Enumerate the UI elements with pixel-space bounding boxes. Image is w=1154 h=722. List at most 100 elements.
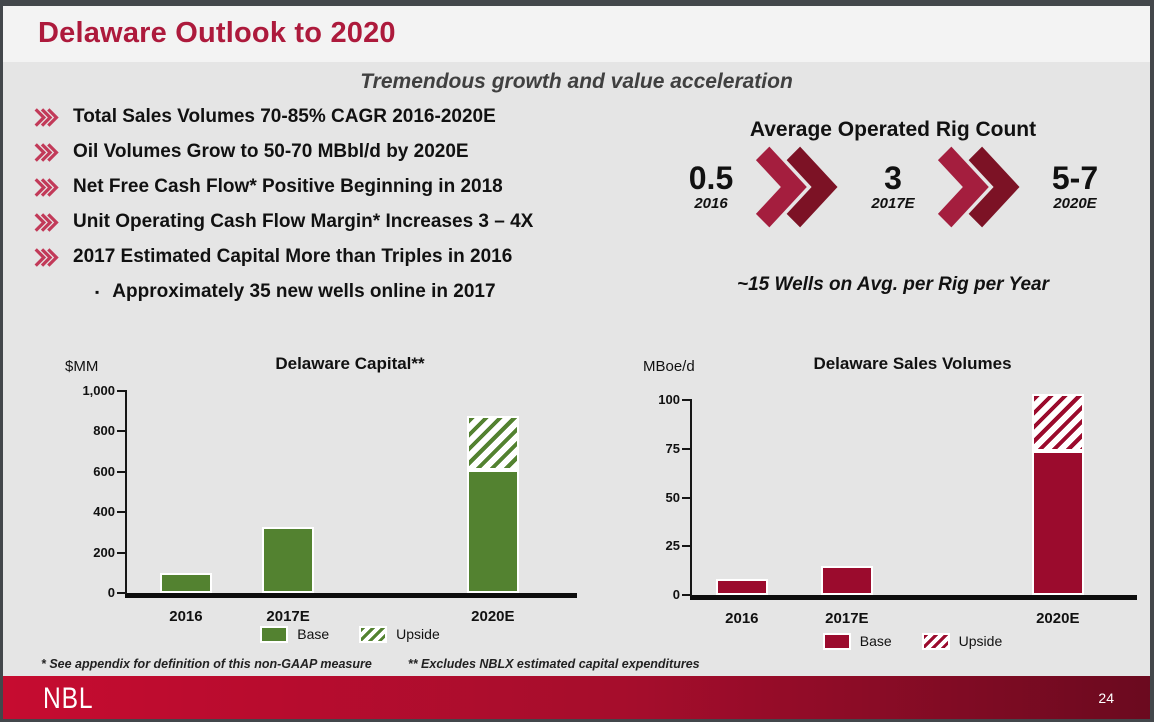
base-bar-segment [715,579,768,595]
y-tick-mark [682,594,692,596]
y-tick-mark [117,390,127,392]
sales-chart-plot: 0 25 50 75 100 2016 2017E 2020E [658,392,1137,627]
footnote-1: * See appendix for definition of this no… [41,657,372,671]
rig-label: 2020E [1053,195,1097,213]
y-tick-label: 50 [665,489,680,505]
legend-upside-label: Upside [396,626,440,642]
sub-bullet-text: Approximately 35 new wells online in 201… [112,281,496,302]
bullet-item: Unit Operating Cash Flow Margin* Increas… [33,211,653,233]
legend-base-swatch [260,625,289,643]
x-axis [125,593,577,598]
y-tick-label: 1,000 [82,383,115,398]
capital-chart-title: Delaware Capital** [275,354,425,373]
sales-chart-title: Delaware Sales Volumes [813,354,1012,373]
rig-label: 2017E [871,195,915,213]
slide-subtitle: Tremendous growth and value acceleration [360,70,793,93]
y-tick-label: 75 [665,440,680,456]
base-bar-segment [159,572,212,593]
y-tick-label: 25 [665,538,680,554]
y-tick-mark [117,430,127,433]
y-tick-mark [117,551,127,554]
x-category-label: 2020E [1036,610,1080,627]
square-bullet-icon: ▪ [95,285,100,299]
rig-stage-2017e: 3 2017E [862,159,924,213]
y-tick-label: 100 [658,392,680,407]
bullet-item: Total Sales Volumes 70-85% CAGR 2016-202… [33,106,653,128]
capital-chart-plot: 0 200 400 600 800 1,000 2016 2017E 2020E [82,383,577,625]
legend-upside-swatch [359,625,388,643]
x-axis [690,595,1137,600]
rig-value: 5-7 [1051,159,1099,196]
rig-count-row: 0.5 2016 3 2017E 5-7 2020E [648,146,1138,228]
base-bar-segment [820,565,873,595]
bullet-text: 2017 Estimated Capital More than Triples… [73,246,513,267]
legend-upside: Upside [359,625,440,643]
y-tick-label: 0 [107,585,115,600]
page-title: Delaware Outlook to 2020 [38,17,396,49]
rig-value: 3 [884,159,902,196]
legend-upside: Upside [921,632,1003,650]
base-bar-segment [262,527,315,593]
footer-bar [3,676,1150,719]
bullet-item: 2017 Estimated Capital More than Triples… [33,246,653,268]
legend-upside-swatch [921,632,950,650]
triple-chevron-icon [34,107,59,127]
bullet-text: Total Sales Volumes 70-85% CAGR 2016-202… [73,106,496,127]
bullet-text: Unit Operating Cash Flow Margin* Increas… [73,211,534,232]
legend-base: Base [260,625,330,643]
bullet-item: Net Free Cash Flow* Positive Beginning i… [33,176,653,198]
triple-chevron-icon [34,247,59,267]
y-tick-mark [682,447,692,450]
x-category-label: 2016 [169,608,203,625]
double-chevron-icon [937,146,1020,228]
triple-chevron-icon [34,212,59,232]
sales-chart-legend: Base Upside [690,631,1135,651]
capital-chart-legend: Base Upside [125,624,575,644]
y-tick-mark [117,592,127,594]
legend-base-swatch [822,632,851,650]
y-tick-mark [682,496,692,499]
y-tick-mark [682,399,692,401]
nbl-logo: NBL [43,682,94,715]
x-category-label: 2016 [725,610,759,627]
legend-base: Base [822,632,892,650]
y-tick-label: 200 [93,544,115,560]
x-category-label: 2017E [825,610,869,627]
triple-chevron-icon [34,142,59,162]
y-tick-mark [117,511,127,514]
legend-base-label: Base [859,633,892,649]
upside-bar-segment [466,416,519,470]
slide-body: Delaware Outlook to 2020 Tremendous grow… [3,6,1150,719]
rig-label: 2016 [694,195,728,213]
y-tick-mark [682,545,692,548]
double-chevron-icon [755,146,838,228]
x-category-label: 2017E [266,608,310,625]
y-tick-label: 600 [93,463,115,479]
x-category-label: 2020E [471,608,515,625]
page-number: 24 [1098,690,1114,706]
title-bar [3,6,1150,62]
rig-stage-2020e: 5-7 2020E [1044,159,1106,213]
triple-chevron-icon [34,177,59,197]
rig-stage-2016: 0.5 2016 [680,159,742,213]
bullet-item: Oil Volumes Grow to 50-70 MBbl/d by 2020… [33,141,653,163]
bullet-text: Net Free Cash Flow* Positive Beginning i… [73,176,503,197]
rig-count-title: Average Operated Rig Count [749,118,1037,141]
rig-count-note: ~15 Wells on Avg. per Rig per Year [736,274,1050,295]
legend-base-label: Base [297,626,330,642]
sub-bullet-item: ▪ Approximately 35 new wells online in 2… [95,281,653,303]
legend-upside-label: Upside [958,633,1003,649]
base-bar-segment [1031,450,1084,595]
y-tick-label: 0 [672,587,680,602]
sales-chart-ylabel: MBoe/d [643,358,695,375]
bullet-list: Total Sales Volumes 70-85% CAGR 2016-202… [33,106,653,316]
y-tick-label: 800 [93,423,115,439]
upside-bar-segment [1031,394,1084,451]
y-tick-mark [117,470,127,473]
footnotes: * See appendix for definition of this no… [41,657,700,671]
footnote-2: ** Excludes NBLX estimated capital expen… [407,657,700,671]
y-tick-label: 400 [93,504,115,520]
rig-value: 0.5 [688,159,734,196]
base-bar-segment [466,469,519,593]
